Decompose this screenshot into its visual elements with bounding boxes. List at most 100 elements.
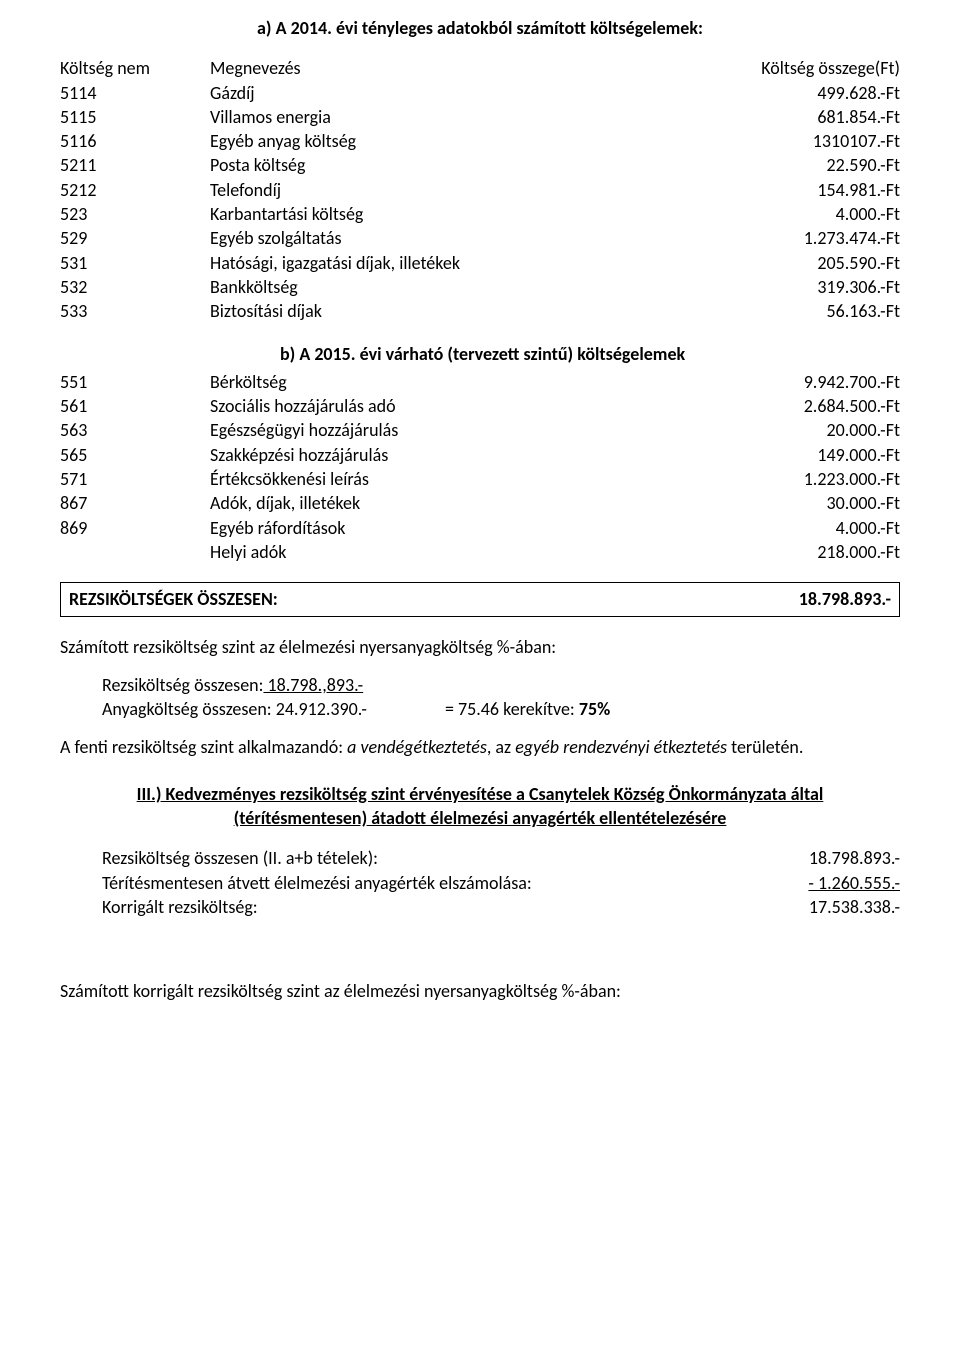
cell-name: Bankköltség — [210, 275, 700, 299]
cell-code: 5114 — [60, 81, 210, 105]
cell-value: 18.798.893.- — [740, 846, 900, 870]
cell-amount: 4.000.-Ft — [700, 516, 900, 540]
cell-code — [60, 540, 210, 564]
cell-code: 869 — [60, 516, 210, 540]
calc-block: Rezsiköltség összesen: 18.798.,893.- Any… — [102, 673, 900, 722]
cell-amount: 319.306.-Ft — [700, 275, 900, 299]
table-row: 5116Egyéb anyag költség1310107.-Ft — [60, 129, 900, 153]
cell-label: Térítésmentesen átvett élelmezési anyagé… — [102, 871, 740, 895]
cell-code: 523 — [60, 202, 210, 226]
summary-label: REZSIKÖLTSÉGEK ÖSSZESEN: — [69, 587, 691, 611]
cell-amount: 1310107.-Ft — [700, 129, 900, 153]
table-header-row: Költség nem Megnevezés Költség összege(F… — [60, 56, 900, 80]
table-row: Korrigált rezsiköltség:17.538.338.- — [102, 895, 900, 919]
table-row: 571Értékcsökkenési leírás1.223.000.-Ft — [60, 467, 900, 491]
cell-name: Adók, díjak, illetékek — [210, 491, 700, 515]
final-line: Számított korrigált rezsiköltség szint a… — [60, 979, 900, 1003]
table-row: 867Adók, díjak, illetékek30.000.-Ft — [60, 491, 900, 515]
table-row: 561Szociális hozzájárulás adó2.684.500.-… — [60, 394, 900, 418]
cell-name: Szociális hozzájárulás adó — [210, 394, 700, 418]
cell-amount: 30.000.-Ft — [700, 491, 900, 515]
cell-code: 5115 — [60, 105, 210, 129]
cell-code: 571 — [60, 467, 210, 491]
summary-box: REZSIKÖLTSÉGEK ÖSSZESEN: 18.798.893.- — [60, 582, 900, 616]
cell-name: Hatósági, igazgatási díjak, illetékek — [210, 251, 700, 275]
cell-code: 531 — [60, 251, 210, 275]
cell-name: Egyéb szolgáltatás — [210, 226, 700, 250]
cell-name: Egyéb anyag költség — [210, 129, 700, 153]
cell-code: 561 — [60, 394, 210, 418]
table-row: 5211Posta költség22.590.-Ft — [60, 153, 900, 177]
cell-amount: 1.273.474.-Ft — [700, 226, 900, 250]
summary-value: 18.798.893.- — [691, 587, 891, 611]
table-row: 5212Telefondíj154.981.-Ft — [60, 178, 900, 202]
cell-value: 17.538.338.- — [740, 895, 900, 919]
cell-amount: 154.981.-Ft — [700, 178, 900, 202]
section-b-heading: b) A 2015. évi várható (tervezett szintű… — [60, 342, 900, 366]
cell-amount: 56.163.-Ft — [700, 299, 900, 323]
cell-label: Korrigált rezsiköltség: — [102, 895, 740, 919]
cell-code: 867 — [60, 491, 210, 515]
costs-table-b: 551Bérköltség9.942.700.-Ft561Szociális h… — [60, 370, 900, 564]
section-iii-heading: III.) Kedvezményes rezsiköltség szint ér… — [60, 782, 900, 831]
table-row: Helyi adók218.000.-Ft — [60, 540, 900, 564]
table-row: 869Egyéb ráfordítások4.000.-Ft — [60, 516, 900, 540]
cell-name: Bérköltség — [210, 370, 700, 394]
table-row: 529Egyéb szolgáltatás1.273.474.-Ft — [60, 226, 900, 250]
cell-code: 5211 — [60, 153, 210, 177]
cell-code: 563 — [60, 418, 210, 442]
section-a-heading: a) A 2014. évi tényleges adatokból számí… — [60, 16, 900, 40]
cell-amount: 22.590.-Ft — [700, 153, 900, 177]
header-amount: Költség összege(Ft) — [700, 56, 900, 80]
table-row: 5115Villamos energia681.854.-Ft — [60, 105, 900, 129]
cell-code: 529 — [60, 226, 210, 250]
table-row: 551Bérköltség9.942.700.-Ft — [60, 370, 900, 394]
cell-name: Karbantartási költség — [210, 202, 700, 226]
table-row: 532Bankköltség319.306.-Ft — [60, 275, 900, 299]
cell-name: Egyéb ráfordítások — [210, 516, 700, 540]
calc-intro: Számított rezsiköltség szint az élelmezé… — [60, 635, 900, 659]
cell-code: 5212 — [60, 178, 210, 202]
cell-value: - 1.260.555.- — [740, 871, 900, 895]
cell-name: Helyi adók — [210, 540, 700, 564]
table-row: 565Szakképzési hozzájárulás149.000.-Ft — [60, 443, 900, 467]
cell-name: Villamos energia — [210, 105, 700, 129]
header-code: Költség nem — [60, 56, 210, 80]
cell-code: 551 — [60, 370, 210, 394]
table-row: Rezsiköltség összesen (II. a+b tételek):… — [102, 846, 900, 870]
cell-amount: 2.684.500.-Ft — [700, 394, 900, 418]
cell-name: Értékcsökkenési leírás — [210, 467, 700, 491]
table-row: 563Egészségügyi hozzájárulás20.000.-Ft — [60, 418, 900, 442]
table-row: 523Karbantartási költség4.000.-Ft — [60, 202, 900, 226]
cell-code: 565 — [60, 443, 210, 467]
cell-name: Szakképzési hozzájárulás — [210, 443, 700, 467]
cell-amount: 499.628.-Ft — [700, 81, 900, 105]
cell-amount: 205.590.-Ft — [700, 251, 900, 275]
cell-amount: 681.854.-Ft — [700, 105, 900, 129]
cell-amount: 1.223.000.-Ft — [700, 467, 900, 491]
costs-table-a: Költség nem Megnevezés Költség összege(F… — [60, 56, 900, 323]
cell-amount: 9.942.700.-Ft — [700, 370, 900, 394]
calc-line1: Rezsiköltség összesen: 18.798.,893.- — [102, 673, 900, 697]
cell-name: Biztosítási díjak — [210, 299, 700, 323]
cell-name: Posta költség — [210, 153, 700, 177]
table-row: 531Hatósági, igazgatási díjak, illetékek… — [60, 251, 900, 275]
cell-code: 533 — [60, 299, 210, 323]
table-row: 5114Gázdíj499.628.-Ft — [60, 81, 900, 105]
cell-name: Telefondíj — [210, 178, 700, 202]
cell-name: Egészségügyi hozzájárulás — [210, 418, 700, 442]
table-row: Térítésmentesen átvett élelmezési anyagé… — [102, 871, 900, 895]
page: a) A 2014. évi tényleges adatokból számí… — [0, 0, 960, 1357]
cell-amount: 20.000.-Ft — [700, 418, 900, 442]
cell-code: 532 — [60, 275, 210, 299]
cell-amount: 218.000.-Ft — [700, 540, 900, 564]
cell-code: 5116 — [60, 129, 210, 153]
cell-name: Gázdíj — [210, 81, 700, 105]
discount-table: Rezsiköltség összesen (II. a+b tételek):… — [102, 846, 900, 919]
cell-amount: 149.000.-Ft — [700, 443, 900, 467]
cell-label: Rezsiköltség összesen (II. a+b tételek): — [102, 846, 740, 870]
table-row: 533Biztosítási díjak56.163.-Ft — [60, 299, 900, 323]
cell-amount: 4.000.-Ft — [700, 202, 900, 226]
apply-paragraph: A fenti rezsiköltség szint alkalmazandó:… — [60, 735, 900, 759]
header-name: Megnevezés — [210, 56, 700, 80]
